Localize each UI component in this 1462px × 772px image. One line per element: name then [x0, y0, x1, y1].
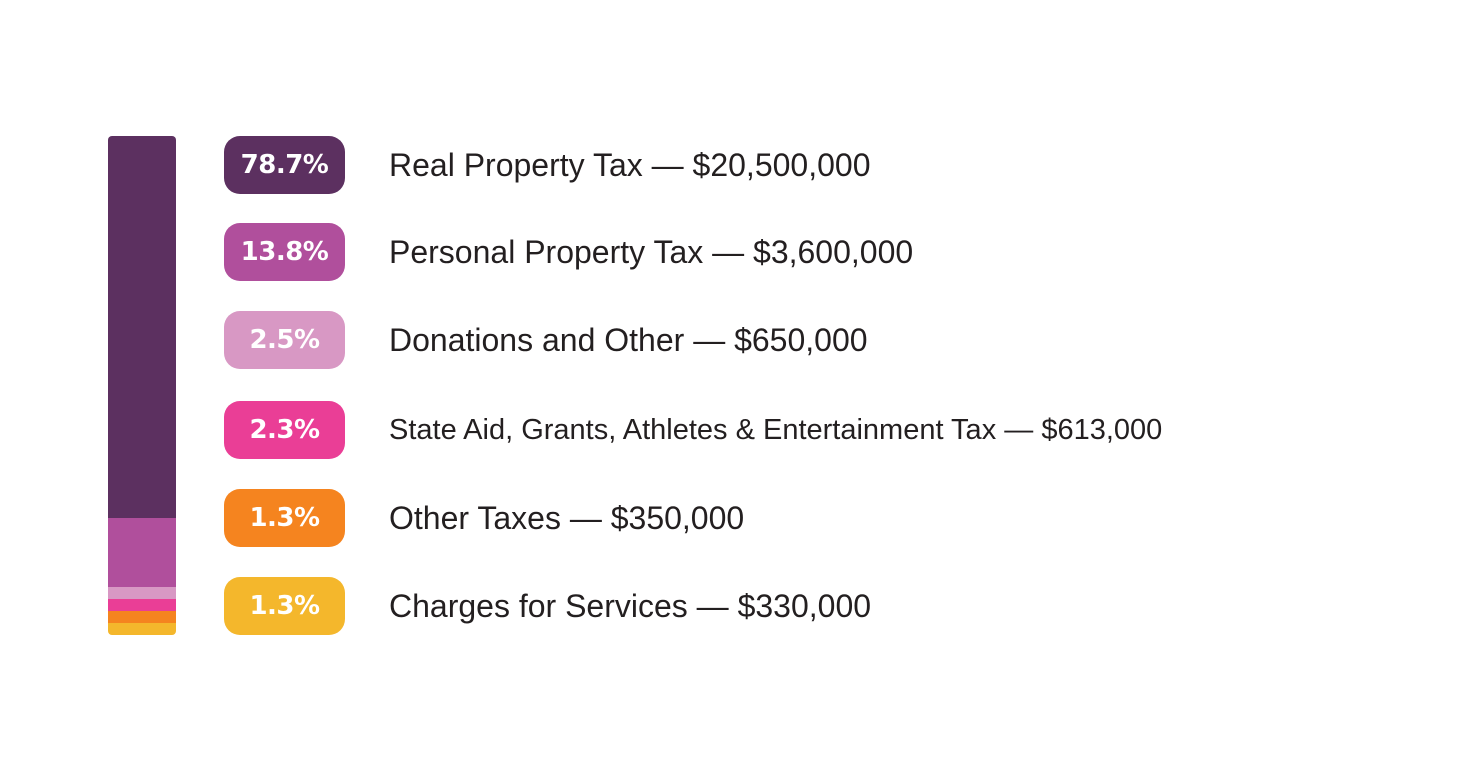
- bar-segment-2: [108, 586, 176, 599]
- legend-label: Donations and Other — $650,000: [389, 322, 868, 359]
- amount: $3,600,000: [753, 233, 914, 270]
- percent-badge: 1.3%: [224, 577, 345, 635]
- amount: $613,000: [1041, 413, 1163, 446]
- legend-label: State Aid, Grants, Athletes & Entertainm…: [389, 414, 1162, 447]
- bar-segment-5: [108, 622, 176, 635]
- legend-row: 1.3% Other Taxes — $350,000: [224, 489, 744, 547]
- category-name: Personal Property Tax: [389, 233, 704, 270]
- category-name: Real Property Tax: [389, 146, 643, 183]
- percent-badge: 2.3%: [224, 401, 345, 459]
- amount: $330,000: [737, 587, 872, 624]
- legend-row: 2.5% Donations and Other — $650,000: [224, 311, 868, 369]
- category-name: Other Taxes: [389, 499, 561, 536]
- legend-row: 1.3% Charges for Services — $330,000: [224, 577, 871, 635]
- bar-segment-1: [108, 517, 176, 587]
- legend-row: 2.3% State Aid, Grants, Athletes & Entert…: [224, 401, 1162, 459]
- percent-badge: 78.7%: [224, 136, 345, 194]
- legend-label: Charges for Services — $330,000: [389, 588, 871, 625]
- bar-segment-0: [108, 136, 176, 518]
- bar-segment-4: [108, 610, 176, 623]
- stacked-bar: [108, 136, 176, 635]
- legend-label: Other Taxes — $350,000: [389, 500, 744, 537]
- amount: $350,000: [610, 499, 745, 536]
- separator: —: [569, 499, 602, 536]
- separator: —: [651, 146, 684, 183]
- legend-label: Real Property Tax — $20,500,000: [389, 147, 870, 184]
- legend-row: 78.7% Real Property Tax — $20,500,000: [224, 136, 870, 194]
- separator: —: [1004, 413, 1034, 446]
- separator: —: [696, 587, 729, 624]
- percent-badge: 1.3%: [224, 489, 345, 547]
- amount: $20,500,000: [692, 146, 871, 183]
- legend-row: 13.8% Personal Property Tax — $3,600,000: [224, 223, 913, 281]
- category-name: Donations and Other: [389, 321, 685, 358]
- category-name: State Aid, Grants, Athletes & Entertainm…: [389, 413, 997, 446]
- separator: —: [712, 233, 745, 270]
- percent-badge: 2.5%: [224, 311, 345, 369]
- percent-badge: 13.8%: [224, 223, 345, 281]
- category-name: Charges for Services: [389, 587, 688, 624]
- amount: $650,000: [734, 321, 868, 358]
- bar-segment-3: [108, 598, 176, 611]
- legend-label: Personal Property Tax — $3,600,000: [389, 234, 913, 271]
- separator: —: [693, 321, 726, 358]
